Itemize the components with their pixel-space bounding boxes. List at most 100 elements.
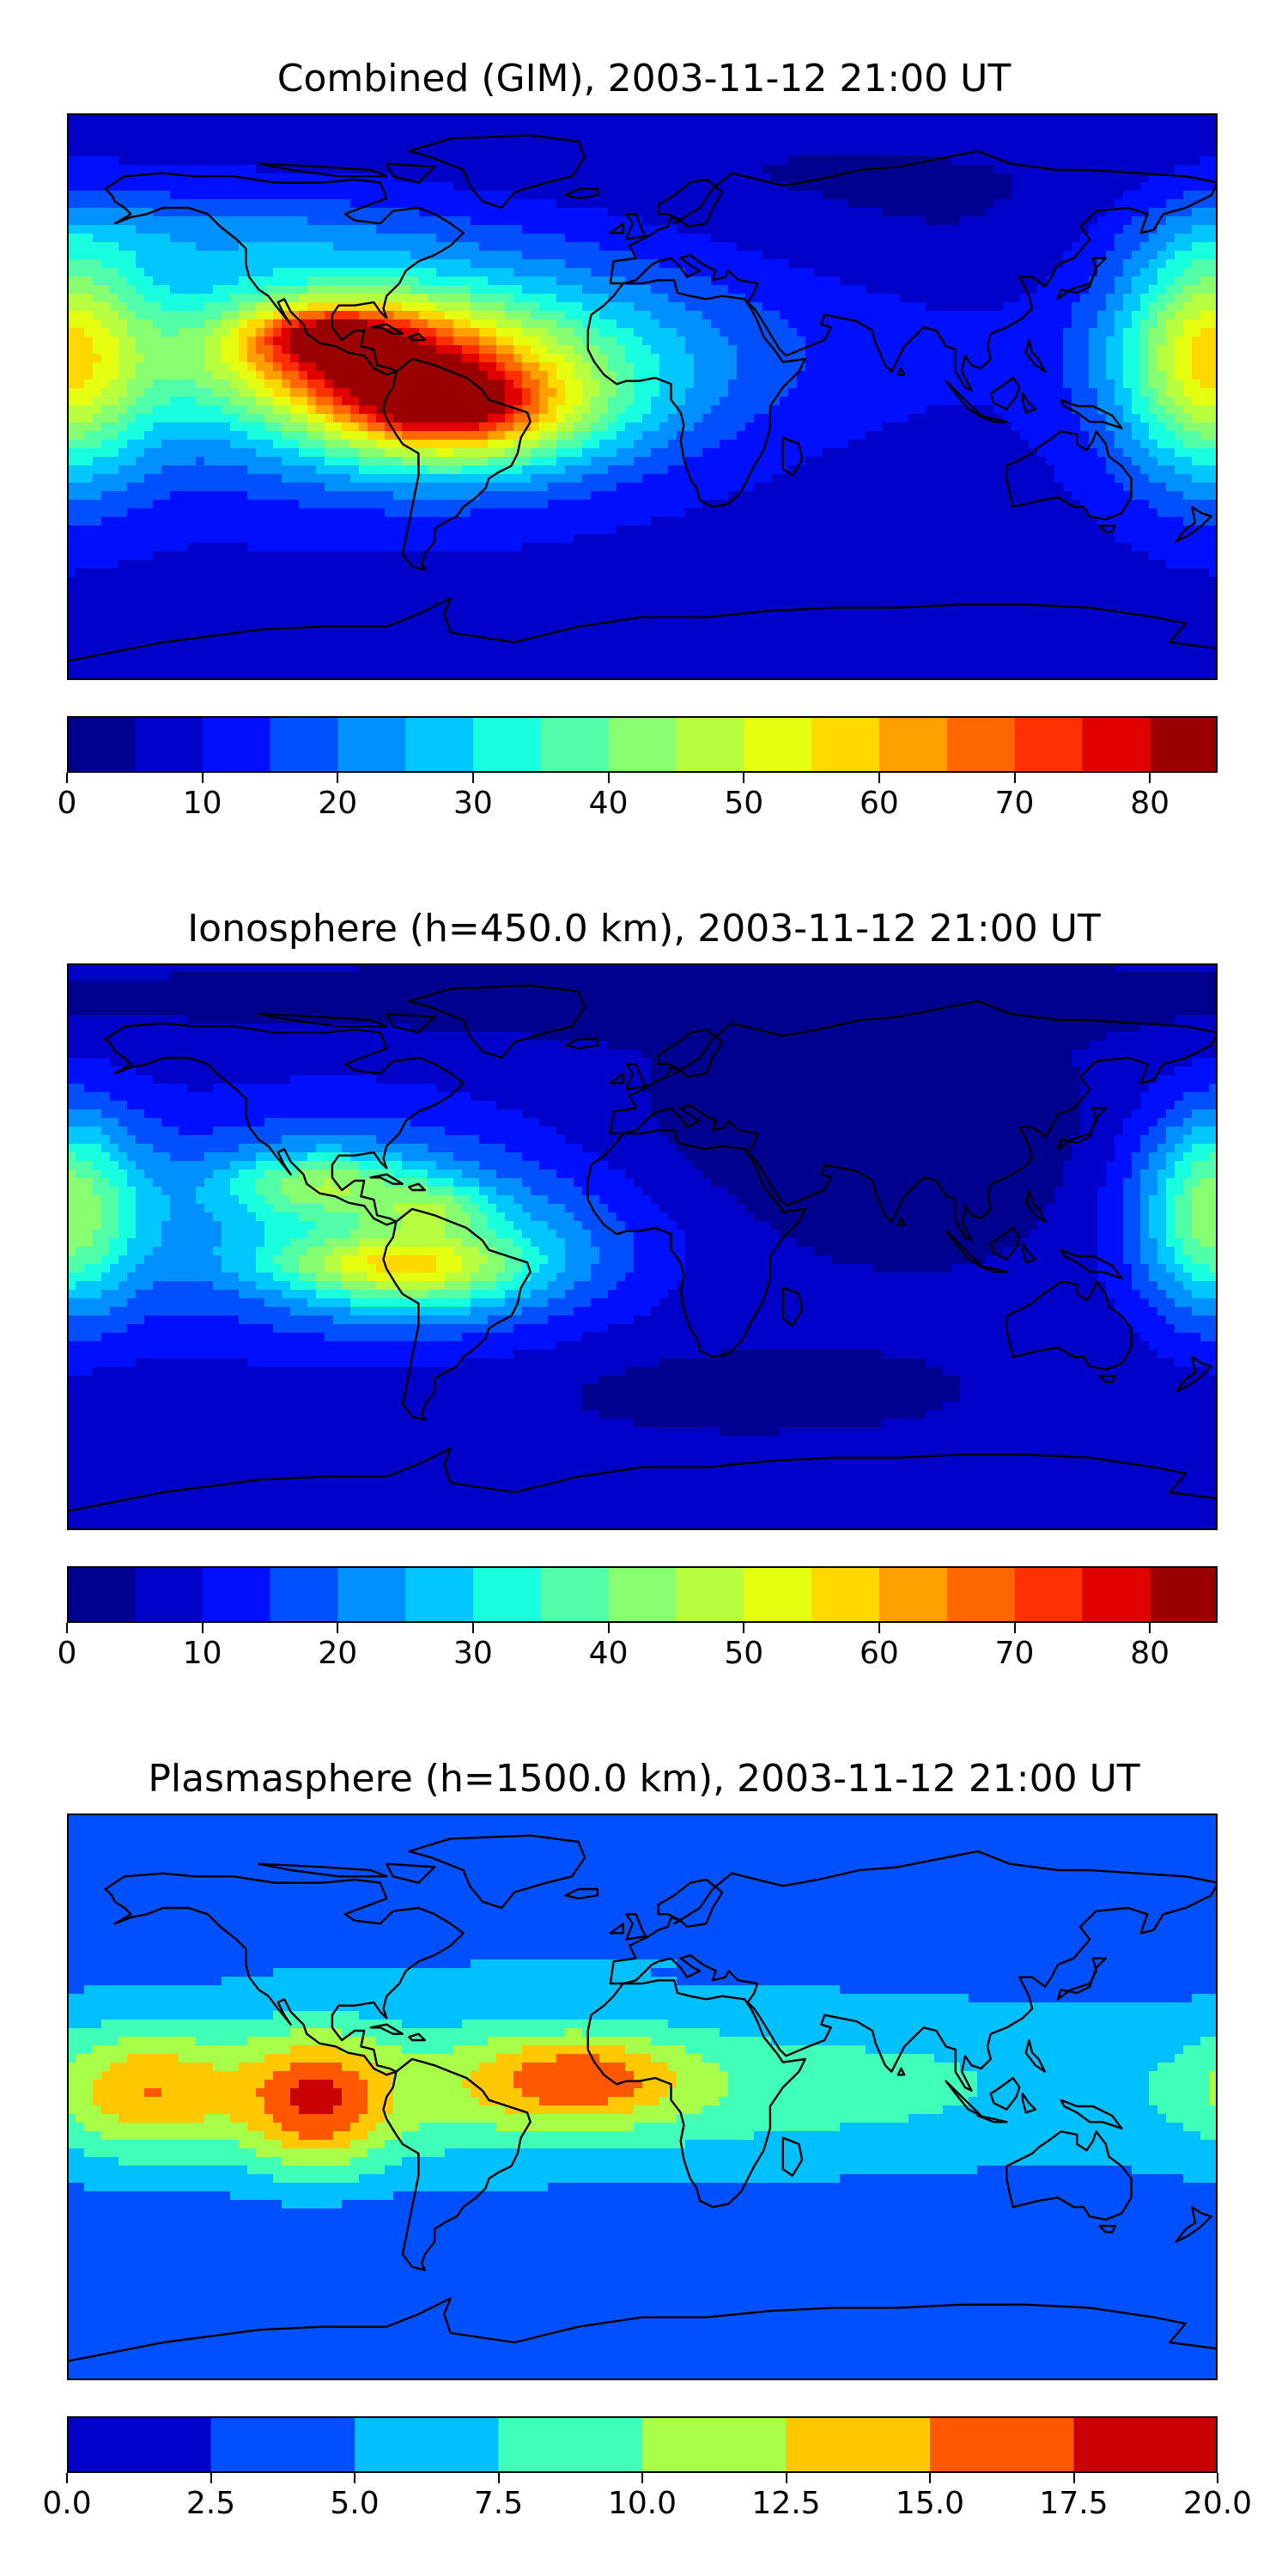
heatmap-cell (153, 122, 162, 131)
heatmap-cell (823, 199, 832, 209)
heatmap-cell (857, 362, 866, 372)
heatmap-cell (814, 337, 823, 346)
heatmap-cell (204, 431, 214, 440)
heatmap-cell (848, 397, 858, 406)
heatmap-cell (1037, 225, 1047, 234)
heatmap-cell (1149, 276, 1158, 286)
heatmap-cell (273, 345, 283, 355)
heatmap-cell (496, 234, 506, 243)
heatmap-cell (462, 337, 471, 346)
heatmap-cell (118, 165, 128, 174)
heatmap-cell (1020, 388, 1030, 398)
heatmap-cell (591, 422, 600, 432)
heatmap-cell (651, 337, 660, 346)
heatmap-cell (385, 319, 394, 329)
heatmap-cell (264, 139, 274, 149)
heatmap-cell (290, 165, 300, 174)
heatmap-cell (264, 422, 274, 432)
heatmap-cell (1140, 251, 1150, 260)
heatmap-cell (969, 414, 978, 423)
heatmap-cell (1157, 405, 1167, 415)
heatmap-cell (1106, 165, 1115, 174)
heatmap-cell (170, 285, 179, 295)
heatmap-cell (239, 388, 248, 398)
heatmap-cell (642, 294, 652, 303)
heatmap-cell (711, 122, 720, 131)
heatmap-cell (170, 122, 179, 131)
heatmap-cell (1020, 173, 1030, 183)
heatmap-cell (256, 319, 265, 329)
heatmap-cell (960, 268, 969, 277)
heatmap-cell (866, 276, 875, 286)
heatmap-cell (222, 216, 231, 226)
heatmap-cell (934, 380, 944, 389)
heatmap-cell (1209, 242, 1218, 252)
heatmap-cell (608, 156, 617, 166)
heatmap-cell (1080, 234, 1090, 243)
heatmap-cell (76, 268, 85, 277)
heatmap-cell (222, 122, 231, 131)
heatmap-cell (831, 345, 841, 355)
heatmap-cell (608, 319, 617, 329)
heatmap-cell (505, 294, 514, 303)
heatmap-cell (368, 311, 377, 320)
heatmap-cell (574, 156, 583, 166)
heatmap-cell (608, 345, 617, 355)
heatmap-cell (1046, 208, 1055, 217)
heatmap-cell (866, 380, 875, 389)
heatmap-cell (402, 345, 411, 355)
heatmap-cell (891, 268, 901, 277)
heatmap-cell (848, 199, 858, 209)
heatmap-cell (299, 276, 308, 286)
heatmap-cell (136, 165, 145, 174)
heatmap-cell (264, 216, 274, 226)
heatmap-cell (788, 156, 798, 166)
heatmap-cell (694, 131, 703, 140)
heatmap-cell (908, 242, 918, 252)
heatmap-cell (282, 362, 291, 372)
heatmap-cell (917, 285, 927, 295)
heatmap-cell (728, 113, 738, 123)
heatmap-cell (1192, 131, 1201, 140)
heatmap-cell (780, 208, 789, 217)
heatmap-cell (428, 371, 437, 380)
heatmap-cell (256, 422, 265, 432)
heatmap-cell (634, 397, 643, 406)
heatmap-cell (299, 302, 308, 312)
heatmap-cell (325, 131, 334, 140)
heatmap-cell (986, 199, 995, 209)
heatmap-cell (891, 319, 901, 329)
heatmap-cell (1097, 354, 1107, 363)
heatmap-cell (883, 311, 892, 320)
heatmap-cell (153, 268, 162, 277)
heatmap-cell (428, 311, 437, 320)
heatmap-cell (1149, 371, 1158, 380)
heatmap-cell (1123, 225, 1133, 234)
heatmap-cell (960, 225, 969, 234)
heatmap-cell (1003, 285, 1012, 295)
heatmap-cell (342, 242, 351, 252)
heatmap-cell (883, 422, 892, 432)
heatmap-cell (685, 173, 695, 183)
heatmap-cell (702, 380, 712, 389)
heatmap-cell (110, 285, 119, 295)
heatmap-cell (728, 131, 738, 140)
heatmap-cell (453, 319, 463, 329)
heatmap-cell (1115, 191, 1124, 200)
heatmap-cell (548, 328, 557, 337)
heatmap-cell (1140, 234, 1150, 243)
heatmap-cell (1029, 165, 1038, 174)
heatmap-cell (874, 414, 884, 423)
heatmap-cell (299, 362, 308, 372)
heatmap-cell (1097, 259, 1107, 269)
heatmap-cell (264, 199, 274, 209)
heatmap-cell (342, 354, 351, 363)
heatmap-cell (788, 285, 798, 295)
heatmap-cell (771, 388, 781, 398)
heatmap-cell (1140, 345, 1150, 355)
heatmap-cell (368, 234, 377, 243)
heatmap-cell (762, 225, 772, 234)
heatmap-cell (67, 380, 76, 389)
heatmap-cell (986, 182, 995, 191)
heatmap-cell (316, 414, 325, 423)
